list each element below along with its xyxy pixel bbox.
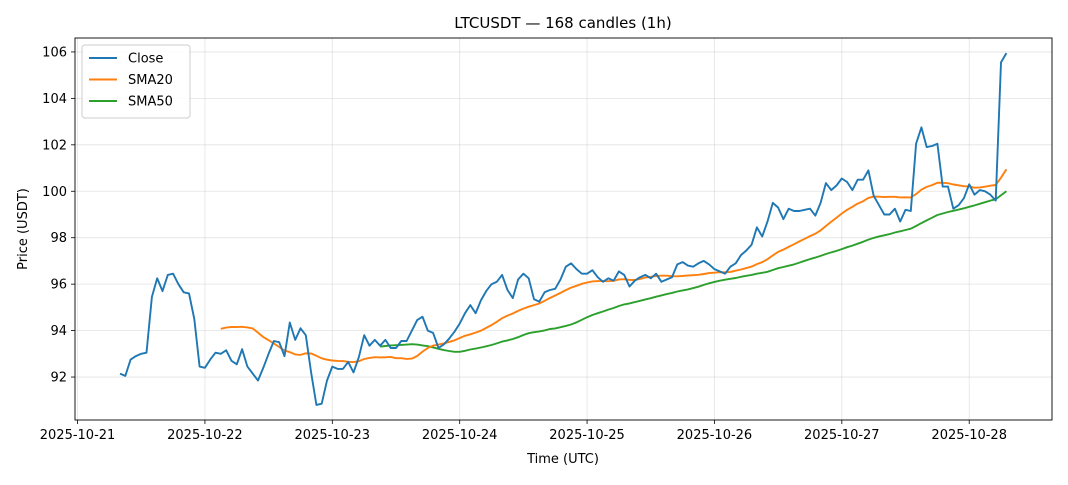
legend: Close SMA20 SMA50 [81, 44, 191, 119]
x-tick-label: 2025-10-21 [40, 428, 116, 443]
chart-title: LTCUSDT — 168 candles (1h) [454, 14, 671, 32]
legend-label-sma20: SMA20 [128, 73, 173, 88]
x-axis: 2025-10-21 2025-10-22 2025-10-23 2025-10-24… [40, 420, 1007, 443]
plot-frame [74, 37, 1053, 421]
legend-label-close: Close [128, 52, 163, 67]
x-axis-label: Time (UTC) [526, 452, 599, 467]
x-tick-label: 2025-10-28 [931, 428, 1007, 443]
y-axis: 92 94 96 98 100 102 104 106 [42, 45, 75, 386]
y-tick-label: 104 [42, 92, 67, 107]
grid [75, 38, 1052, 420]
x-tick-label: 2025-10-23 [295, 428, 371, 443]
y-tick-label: 106 [42, 45, 67, 60]
x-tick-label: 2025-10-25 [549, 428, 625, 443]
legend-label-sma50: SMA50 [128, 95, 173, 110]
y-tick-label: 100 [42, 185, 67, 200]
x-tick-label: 2025-10-27 [804, 428, 880, 443]
y-tick-label: 92 [50, 371, 67, 386]
sma50-line [379, 190, 1007, 353]
y-tick-label: 96 [50, 278, 67, 293]
y-tick-label: 102 [42, 138, 67, 153]
series-lines [119, 52, 1008, 406]
x-tick-label: 2025-10-24 [422, 428, 498, 443]
y-axis-label: Price (USDT) [16, 188, 31, 270]
y-tick-label: 98 [50, 231, 67, 246]
y-tick-label: 94 [50, 324, 67, 339]
x-tick-label: 2025-10-26 [677, 428, 753, 443]
x-tick-label: 2025-10-22 [167, 428, 243, 443]
close-line [119, 52, 1008, 406]
